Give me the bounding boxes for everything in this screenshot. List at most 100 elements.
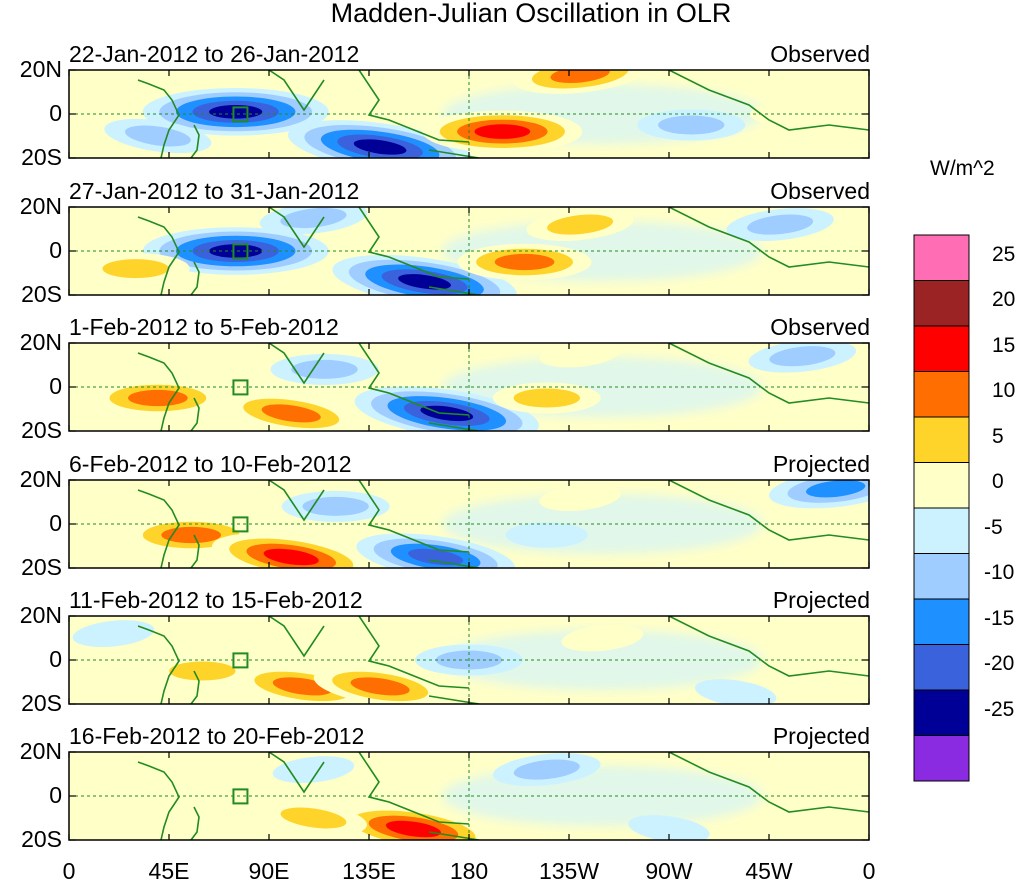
coastline <box>358 616 470 689</box>
coastline <box>668 616 869 677</box>
anomaly-blob <box>261 404 321 423</box>
coastline <box>190 670 200 704</box>
chart-title: Madden-Julian Oscillation in OLR <box>330 0 732 28</box>
y-tick-label: 20N <box>19 466 62 492</box>
x-tick-label: 135E <box>342 858 396 884</box>
colorbar-swatch <box>913 234 970 281</box>
anomaly-blob <box>169 661 236 681</box>
panel-period-label: 27-Jan-2012 to 31-Jan-2012 <box>69 178 360 204</box>
coastline <box>428 695 480 704</box>
coastline <box>268 70 325 112</box>
anomaly-blob <box>280 807 347 829</box>
colorbar <box>913 234 970 782</box>
colorbar-swatch <box>913 553 970 600</box>
panel-period-label: 6-Feb-2012 to 10-Feb-2012 <box>69 451 352 477</box>
y-tick-label: 0 <box>49 782 62 808</box>
coastline <box>190 397 200 431</box>
panel-1 <box>68 69 870 159</box>
colorbar-tick-label: 10 <box>992 379 1016 402</box>
y-tick-label: 20S <box>21 144 62 170</box>
anomaly-blob <box>474 124 531 139</box>
anomaly-blob <box>658 115 725 135</box>
anomaly-blob <box>161 526 222 544</box>
anomaly-blob <box>398 274 451 290</box>
coastline <box>428 149 480 158</box>
anomaly-blob <box>761 804 843 832</box>
coastline <box>668 343 869 404</box>
y-tick-label: 20S <box>21 281 62 307</box>
x-tick-label: 180 <box>449 858 489 884</box>
anomaly-blob <box>302 496 369 516</box>
colorbar-tick-label: -20 <box>984 652 1015 675</box>
coastline <box>668 70 869 131</box>
y-tick-label: 20S <box>21 554 62 580</box>
coastline <box>358 752 470 825</box>
coastline <box>268 207 325 249</box>
anomaly-blob <box>69 78 144 106</box>
panel-6 <box>68 751 870 841</box>
coastline <box>428 422 480 431</box>
coastline <box>428 559 480 568</box>
coastlines <box>137 752 869 840</box>
panel-period-label: 1-Feb-2012 to 5-Feb-2012 <box>69 314 339 340</box>
coastlines <box>137 616 869 704</box>
panel-status-label: Projected <box>772 587 870 613</box>
coastline <box>137 489 180 568</box>
coastline <box>668 480 869 541</box>
coastline <box>358 70 470 143</box>
coastline <box>190 806 200 840</box>
anomaly-blob <box>494 253 555 271</box>
anomaly-blob <box>128 389 188 407</box>
panel-status-label: Observed <box>770 314 870 340</box>
anomaly-blob <box>209 105 263 119</box>
anomaly-blob <box>628 815 710 840</box>
y-tick-label: 0 <box>49 373 62 399</box>
anomaly-blob <box>209 244 263 258</box>
panel-period-label: 22-Jan-2012 to 26-Jan-2012 <box>69 41 360 67</box>
anomaly-blob <box>350 677 410 696</box>
anomaly-blob <box>385 820 441 838</box>
colorbar-unit-label: W/m^2 <box>930 157 995 180</box>
background-patch <box>442 630 763 690</box>
coastlines <box>137 70 869 158</box>
coastlines <box>137 343 869 431</box>
x-tick-label: 45E <box>148 858 190 884</box>
anomaly-blob <box>161 794 244 820</box>
colorbar-tick-label: -15 <box>984 606 1015 630</box>
coastline <box>428 286 480 295</box>
coastline <box>268 480 325 522</box>
colorbar-swatch <box>913 644 970 691</box>
y-tick-label: 20N <box>19 329 62 355</box>
panel-status-label: Observed <box>770 41 870 67</box>
colorbar-swatch <box>913 280 970 327</box>
colorbar-swatch <box>913 371 970 418</box>
coastline <box>137 625 180 704</box>
x-tick-label: 0 <box>62 858 76 884</box>
anomaly-blob <box>806 480 866 498</box>
anomaly-blob <box>408 548 464 566</box>
y-tick-label: 20N <box>19 602 62 628</box>
y-tick-label: 0 <box>49 237 62 263</box>
colorbar-swatch <box>913 735 970 782</box>
coastlines <box>137 207 938 295</box>
y-tick-label: 0 <box>49 510 62 536</box>
x-tick-label: 45W <box>745 858 793 884</box>
y-tick-label: 20S <box>21 826 62 852</box>
y-tick-label: 0 <box>49 646 62 672</box>
anomaly-blob <box>102 259 169 279</box>
colorbar-swatch <box>913 325 970 372</box>
coastline <box>899 207 938 232</box>
panel-2 <box>68 206 938 296</box>
y-tick-label: 20N <box>19 193 62 219</box>
anomaly-blob <box>769 346 836 367</box>
coastline <box>190 261 200 295</box>
coastline <box>190 124 200 158</box>
colorbar-tick-label: 0 <box>992 470 1004 493</box>
y-tick-label: 20N <box>19 738 62 764</box>
colorbar-swatch <box>913 598 970 645</box>
x-tick-label: 90W <box>645 858 693 884</box>
coastline <box>668 752 869 813</box>
anomaly-blob <box>280 207 347 229</box>
y-tick-label: 20S <box>21 690 62 716</box>
anomaly-blob <box>263 548 319 566</box>
